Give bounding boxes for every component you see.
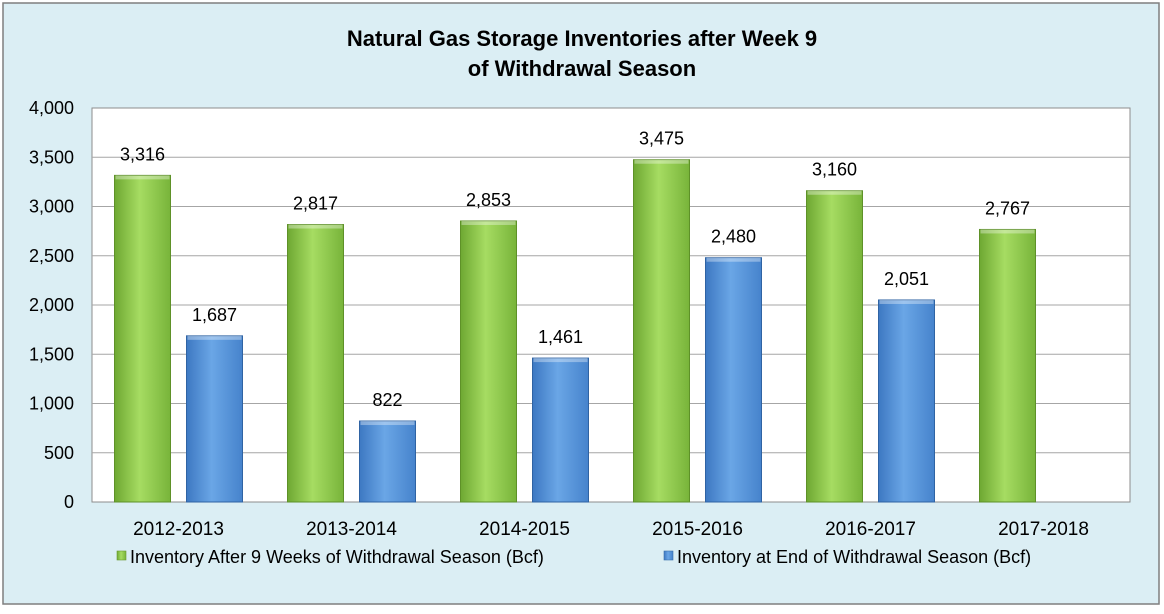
x-category-label: 2014-2015 [479,519,570,540]
bar-top-highlight [288,224,343,229]
x-category-label: 2016-2017 [825,519,916,540]
legend: Inventory After 9 Weeks of Withdrawal Se… [116,547,1031,567]
bar-series-2-2012-2013 [186,335,243,503]
bar-top-highlight [807,190,862,195]
y-tick-label: 4,000 [29,98,74,118]
y-axis-tick-labels: 0 500 1,000 1,500 2,000 2,500 3,000 3,500 4,000 [29,98,74,512]
bar-top-highlight [187,335,242,340]
bar-top-highlight [980,229,1035,234]
bar-top-highlight [533,358,588,363]
bar-top-highlight [461,220,516,225]
y-tick-label: 1,000 [29,394,74,414]
x-category-label: 2017-2018 [998,519,1089,540]
bar-series-1-2015-2016 [633,159,690,503]
data-label-series-1-2013-2014: 2,817 [293,194,338,214]
y-tick-label: 0 [64,492,74,512]
gridlines [92,156,1130,454]
bar-series-2-2016-2017 [878,299,935,503]
bar-top-highlight [879,299,934,304]
data-label-series-1-2017-2018: 2,767 [985,198,1030,218]
y-tick-label: 2,000 [29,295,74,315]
bar-series-1-2014-2015 [460,220,517,503]
y-tick-label: 1,500 [29,344,74,364]
bar-top-highlight [115,175,170,180]
legend-swatch-series-2 [663,550,674,561]
data-label-series-2-2015-2016: 2,480 [711,227,756,247]
data-label-series-2-2016-2017: 2,051 [884,269,929,289]
data-label-series-2-2012-2013: 1,687 [192,305,237,325]
x-category-label: 2015-2016 [652,519,743,540]
y-tick-label: 500 [44,443,74,463]
y-tick-label: 2,500 [29,246,74,266]
bar-series-2-2014-2015 [532,357,589,503]
bar-series-1-2017-2018 [979,228,1036,503]
bar-top-highlight [634,159,689,164]
bar-series-2-2013-2014 [359,420,416,503]
data-label-series-1-2012-2013: 3,316 [120,144,165,164]
x-category-label: 2012-2013 [133,519,224,540]
bar-series-1-2012-2013 [114,174,171,503]
bar-series-1-2016-2017 [806,190,863,503]
y-tick-label: 3,000 [29,197,74,217]
x-axis-category-labels: 2012-2013 2013-2014 2014-2015 2015-2016 2016… [133,519,1089,540]
legend-label-series-1: Inventory After 9 Weeks of Withdrawal Se… [130,547,544,567]
data-label-series-1-2015-2016: 3,475 [639,129,684,149]
data-label-series-1-2014-2015: 2,853 [466,190,511,210]
chart-title-line-2: of Withdrawal Season [468,56,696,81]
y-tick-label: 3,500 [29,147,74,167]
bar-top-highlight [360,421,415,426]
data-label-series-2-2014-2015: 1,461 [538,327,583,347]
x-category-label: 2013-2014 [306,519,397,540]
bars [114,159,1036,503]
data-labels: 3,316 1,687 2,817 822 2,853 1,461 3,475 2,480 3,… [120,129,1030,410]
data-label-series-1-2016-2017: 3,160 [812,160,857,180]
chart-title-line-1: Natural Gas Storage Inventories after We… [347,26,817,51]
bar-series-2-2015-2016 [705,257,762,503]
data-label-series-2-2013-2014: 822 [372,390,402,410]
bar-series-1-2013-2014 [287,224,344,503]
legend-swatch-series-1 [116,550,127,561]
legend-label-series-2: Inventory at End of Withdrawal Season (B… [677,547,1031,567]
bar-top-highlight [706,257,761,262]
